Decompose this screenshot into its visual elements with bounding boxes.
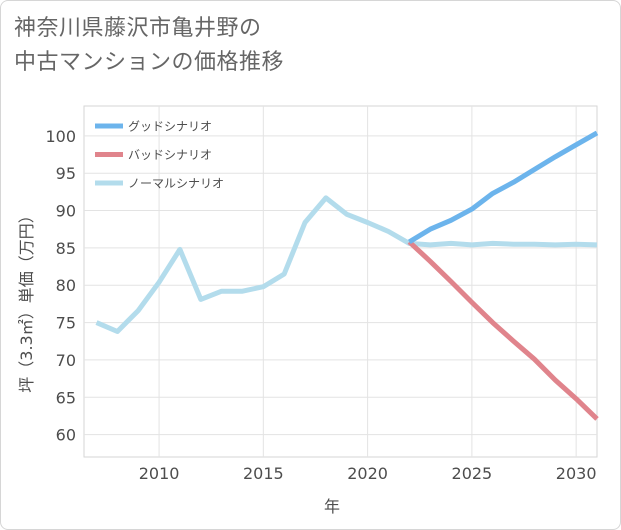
y-tick-labels: 60 65 70 75 80 85 90 95 100 (45, 127, 76, 445)
y-tick-label: 65 (56, 388, 76, 407)
x-tick-label: 2010 (139, 464, 180, 483)
y-tick-label: 80 (56, 276, 76, 295)
x-tick-label: 2015 (243, 464, 284, 483)
series-lines (95, 130, 599, 421)
x-axis-label: 年 (324, 497, 340, 516)
y-tick-label: 75 (56, 314, 76, 333)
legend-label-1: バッドシナリオ (128, 148, 212, 162)
y-tick-label: 95 (56, 164, 76, 183)
series-line-2 (95, 195, 598, 334)
legend-label-0: グッドシナリオ (128, 120, 212, 134)
y-tick-label: 70 (56, 351, 76, 370)
title-line-2: 中古マンションの価格推移 (14, 50, 285, 75)
y-axis-label: 坪（3.3㎡）単価（万円） (17, 207, 36, 392)
y-tick-label: 85 (56, 239, 76, 258)
x-tick-label: 2025 (452, 464, 493, 483)
x-tick-label: 2030 (556, 464, 597, 483)
y-tick-label: 60 (56, 426, 76, 445)
y-tick-label: 100 (45, 127, 76, 146)
legend-label-2: ノーマルシナリオ (128, 177, 224, 191)
chart-title: 神奈川県藤沢市亀井野の 中古マンションの価格推移 (14, 12, 604, 80)
series-line-1 (407, 240, 599, 421)
y-tick-label: 90 (56, 202, 76, 221)
x-tick-labels: 2010 2015 2020 2025 2030 (139, 464, 597, 483)
grid-lines (84, 106, 597, 457)
title-line-1: 神奈川県藤沢市亀井野の (14, 16, 262, 41)
series-line-0 (408, 130, 599, 245)
x-tick-label: 2020 (347, 464, 388, 483)
plot-area (83, 105, 598, 458)
